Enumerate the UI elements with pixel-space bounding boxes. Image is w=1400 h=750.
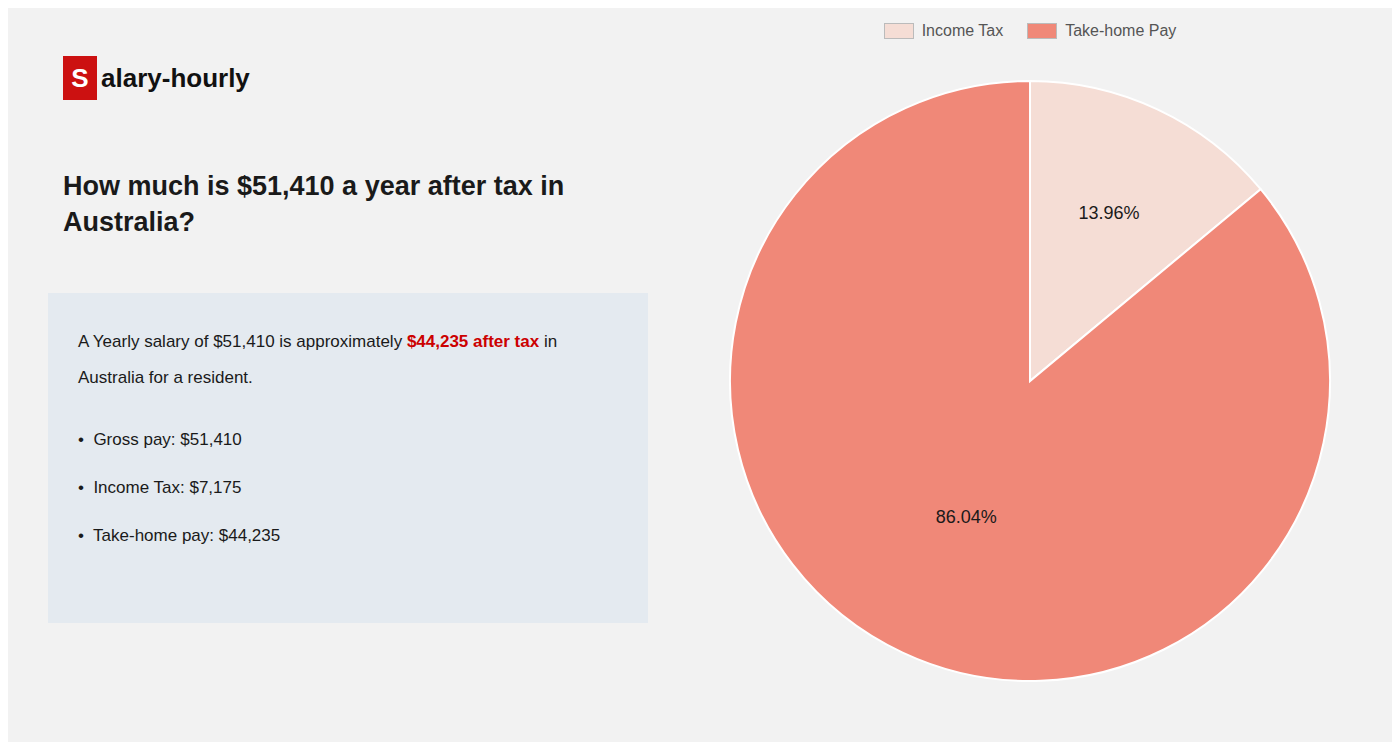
html-text:Income Tax: Income Tax <box>921 22 1004 39</box>
html-text:Take-home Pay: Take-home Pay <box>1065 22 1177 39</box>
html-text:S: S <box>71 62 89 93</box>
svg-text:86.04%: 86.04% <box>936 507 997 527</box>
html-text:• Take-home pay: $44,235: • Take-home pay: $44,235 <box>78 526 281 545</box>
html-text:• Gross pay: $51,410: • Gross pay: $51,410 <box>78 430 242 449</box>
html-text:Australia for a resident.: Australia for a resident. <box>78 367 253 387</box>
html-text:alary-hourly: alary-hourly <box>101 62 250 93</box>
html-text:A Yearly salary of $51,410 is: A Yearly salary of $51,410 is approximat… <box>78 332 558 351</box>
svg-text:13.96%: 13.96% <box>1078 203 1139 223</box>
html-text:• Income Tax: $7,175: • Income Tax: $7,175 <box>78 478 242 497</box>
html-text:How much is $51,410 a year aft: How much is $51,410 a year after tax in … <box>63 171 565 238</box>
